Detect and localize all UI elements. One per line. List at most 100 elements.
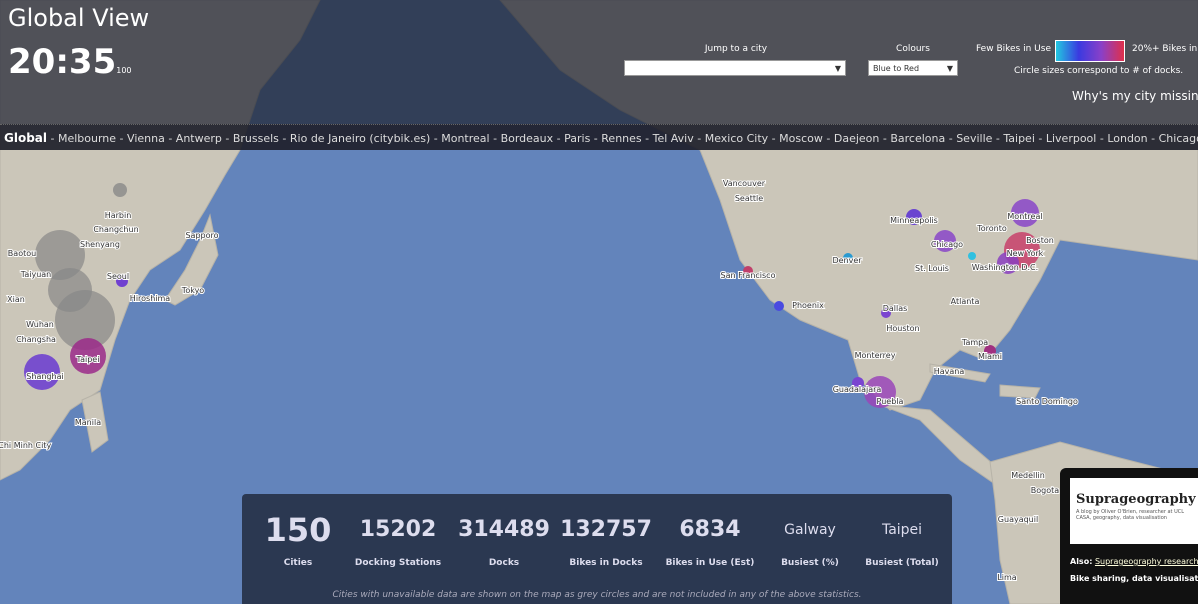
nav-city[interactable]: Antwerp <box>175 132 222 145</box>
nav-city[interactable]: London <box>1107 132 1148 145</box>
stats-note: Cities with unavailable data are shown o… <box>332 590 862 600</box>
nav-city[interactable]: Montreal <box>441 132 490 145</box>
city-circle <box>1011 199 1039 227</box>
place-label: Changsha <box>16 335 56 344</box>
nav-city[interactable]: Tel Aviv <box>652 132 694 145</box>
place-label: New York <box>1007 249 1044 258</box>
stat-value: 150 <box>264 511 332 549</box>
colours-label: Colours <box>896 44 930 54</box>
place-label: Baotou <box>8 249 36 258</box>
nav-city[interactable]: Melbourne <box>57 132 117 145</box>
city-circle <box>997 252 1019 274</box>
city-circle <box>864 376 896 408</box>
stat-label: Docking Stations <box>354 558 442 568</box>
city-circles <box>24 183 1040 408</box>
nav-city[interactable]: Daejeon <box>833 132 880 145</box>
stat-value: Taipei <box>881 522 923 538</box>
place-label: Boston <box>1026 236 1054 245</box>
place-labels: Harbin Changchun Shenyang Sapporo Baotou Taiy… <box>0 178 1079 583</box>
place-label: Ho Chi Minh City <box>0 441 51 450</box>
place-label: Taiyuan <box>20 270 51 279</box>
place-label: Houston <box>886 324 919 333</box>
city-circle <box>774 301 784 311</box>
legend-low: Few Bikes in Use <box>976 44 1051 54</box>
nav-city[interactable]: Mexico City <box>704 132 769 145</box>
stat-label: Docks <box>488 558 520 568</box>
nav-city[interactable]: Rennes <box>601 132 642 145</box>
nav-city[interactable]: Chicago <box>1158 132 1198 145</box>
title: Global View <box>8 4 150 32</box>
place-label: Guayaquil <box>998 515 1038 524</box>
nav-city[interactable]: Rio de Janeiro (citybik.es) <box>289 132 431 145</box>
nav-city[interactable]: Global <box>4 131 48 145</box>
place-label: Seattle <box>735 194 763 203</box>
place-label: Shenyang <box>80 240 120 249</box>
blog-sub: A blog by Oliver O'Brien, researcher at … <box>1076 509 1185 521</box>
place-label: San Francisco <box>721 271 776 280</box>
place-label: Havana <box>934 367 965 376</box>
place-label: Seoul <box>107 272 129 281</box>
place-label: Manila <box>75 418 101 427</box>
city-circle <box>48 268 92 312</box>
place-label: Denver <box>832 256 862 265</box>
clock: 20:35100 <box>8 42 132 82</box>
jump-label: Jump to a city <box>704 44 768 54</box>
city-circle <box>984 345 996 357</box>
also-label: Also: <box>1070 557 1093 566</box>
circle-note: Circle sizes correspond to # of docks. <box>1014 66 1184 76</box>
colours-select[interactable]: Blue to Red ▼ <box>868 60 958 76</box>
place-label: Phoenix <box>792 301 824 310</box>
nav-city[interactable]: Taipei <box>1003 132 1035 145</box>
place-label: Wuhan <box>26 320 54 329</box>
place-label: Washington D.C. <box>972 263 1038 272</box>
place-label: Vancouver <box>723 179 766 188</box>
place-label: Tampa <box>961 338 988 347</box>
city-circle <box>852 377 864 389</box>
nav-city[interactable]: Bordeaux <box>500 132 554 145</box>
time-sub: 100 <box>116 66 132 75</box>
place-label: Atlanta <box>951 297 980 306</box>
stat-value: 6834 <box>679 517 741 542</box>
city-circle <box>24 354 60 390</box>
nav-city[interactable]: Seville <box>956 132 993 145</box>
stat-label: Bikes in Use (Est) <box>665 558 755 568</box>
tagline: Bike sharing, data visualisation <box>1070 574 1198 583</box>
stat-value: 15202 <box>359 517 437 542</box>
place-label: Medellin <box>1011 471 1045 480</box>
place-label: Chicago <box>931 240 963 249</box>
nav-city[interactable]: Liverpool <box>1045 132 1097 145</box>
city-circle <box>116 275 128 287</box>
arrow: ▼ <box>946 64 953 73</box>
city-circle <box>113 183 127 197</box>
stat-label: Bikes in Docks <box>569 558 643 568</box>
place-label: Shanghai <box>26 372 63 381</box>
nav-city[interactable]: Vienna <box>127 132 165 145</box>
stat: 132757 Bikes in Docks <box>556 512 656 568</box>
nav-city[interactable]: Barcelona <box>890 132 946 145</box>
nav-city[interactable]: Moscow <box>779 132 823 145</box>
stat-value: 314489 <box>458 517 550 542</box>
stat: 150 Cities <box>248 512 348 568</box>
also-link[interactable]: Suprageography research <box>1094 557 1198 566</box>
stat-value: Galway <box>784 522 836 538</box>
place-label: Changchun <box>93 225 138 234</box>
place-label: Taipei <box>76 355 100 364</box>
nav-city[interactable]: Paris <box>564 132 591 145</box>
nav-city[interactable]: Brussels <box>232 132 279 145</box>
place-label: Minneapolis <box>890 216 938 225</box>
place-label: Puebla <box>877 397 904 406</box>
stat-label: Busiest (%) <box>781 558 839 568</box>
missing-link[interactable]: Why's my city missing <box>1072 89 1198 103</box>
header: Global View 20:35100 Jump to a city ▼ Co… <box>0 0 1198 124</box>
place-label: Santo Domingo <box>1016 397 1078 406</box>
place-label: Miami <box>978 352 1002 361</box>
blog-card[interactable]: Suprageography A blog by Oliver O'Brien,… <box>1070 478 1198 544</box>
blog-title: Suprageography <box>1076 492 1196 507</box>
place-label: St. Louis <box>915 264 949 273</box>
place-label: Sapporo <box>185 231 218 240</box>
legend-high: 20%+ Bikes in U <box>1132 44 1198 54</box>
city-select[interactable]: ▼ <box>624 60 846 76</box>
place-label: Hiroshima <box>130 294 171 303</box>
stat-label: Cities <box>283 558 313 568</box>
stat: 15202 Docking Stations <box>348 512 448 568</box>
